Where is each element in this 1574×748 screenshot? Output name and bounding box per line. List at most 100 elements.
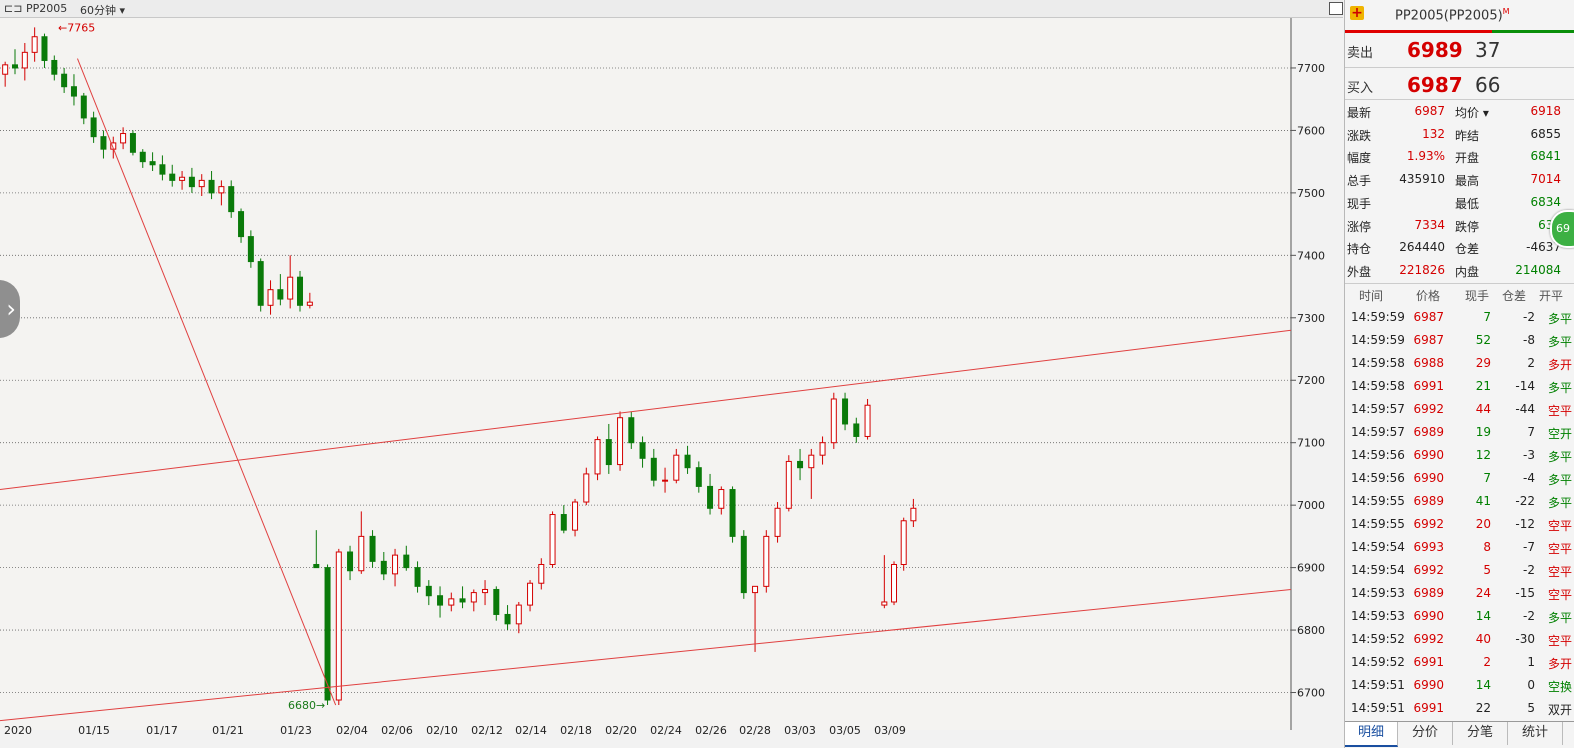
tick-type: 空换 bbox=[1547, 680, 1572, 694]
candle-body bbox=[560, 514, 567, 531]
quote-label: 涨停 bbox=[1347, 219, 1372, 234]
tick-diff: 1 bbox=[1527, 655, 1535, 669]
quote-value: 132 bbox=[1422, 126, 1445, 141]
tick-vol: 14 bbox=[1475, 609, 1491, 623]
candle-body bbox=[80, 95, 87, 119]
candle-body bbox=[538, 563, 545, 584]
candle-body bbox=[247, 236, 254, 263]
candle-body bbox=[617, 417, 624, 466]
tick-row: 14:59:51 6990 14 0 空换 bbox=[1345, 675, 1574, 698]
candle-body bbox=[277, 289, 284, 300]
tick-row: 14:59:52 6992 40 -30 空平 bbox=[1345, 629, 1574, 652]
candle-body bbox=[729, 489, 736, 537]
tick-price: 6993 bbox=[1413, 540, 1444, 554]
tab-trades[interactable]: 分笔 bbox=[1453, 722, 1508, 745]
plot-area bbox=[0, 18, 1291, 730]
tick-vol: 21 bbox=[1475, 379, 1491, 393]
quote-row: 总手 435910 最高 7014 bbox=[1345, 169, 1574, 191]
quote-label: 仓差 bbox=[1455, 242, 1480, 257]
float-bubble[interactable]: 69 bbox=[1550, 210, 1574, 248]
panel-tabs: 明细 分价 分笔 统计 bbox=[1345, 721, 1574, 747]
ask-label: 卖出 bbox=[1347, 46, 1374, 61]
candle-body bbox=[90, 117, 97, 138]
x-tick-label: 01/21 bbox=[212, 724, 244, 737]
candle-body bbox=[572, 501, 579, 531]
period-selector[interactable]: 60分钟 ▾ bbox=[80, 2, 125, 18]
tick-vol: 41 bbox=[1475, 494, 1491, 508]
x-tick-label: 03/09 bbox=[874, 724, 906, 737]
candle-body bbox=[61, 73, 68, 88]
tab-detail[interactable]: 明细 bbox=[1345, 722, 1398, 747]
tick-diff: -44 bbox=[1515, 402, 1535, 416]
x-tick-label: 02/26 bbox=[695, 724, 727, 737]
tick-diff: -8 bbox=[1523, 333, 1535, 347]
trend-line bbox=[0, 588, 1292, 722]
candle-body bbox=[179, 176, 186, 181]
candle-body bbox=[740, 535, 747, 594]
tick-diff: 2 bbox=[1527, 356, 1535, 370]
tick-time: 14:59:58 bbox=[1351, 356, 1405, 370]
x-tick-label: 02/14 bbox=[515, 724, 547, 737]
candle-body bbox=[347, 551, 354, 572]
tab-stats[interactable]: 统计 bbox=[1508, 722, 1563, 745]
candle-body bbox=[11, 64, 18, 69]
candle-body bbox=[324, 567, 331, 701]
y-tick-label: 7000 bbox=[1297, 499, 1325, 512]
tick-vol: 8 bbox=[1483, 540, 1491, 554]
tick-price: 6987 bbox=[1413, 310, 1444, 324]
tick-row: 14:59:57 6989 19 7 空开 bbox=[1345, 422, 1574, 445]
quote-label: 内盘 bbox=[1455, 264, 1480, 279]
tick-vol: 19 bbox=[1475, 425, 1491, 439]
tick-price: 6990 bbox=[1413, 471, 1444, 485]
tick-time: 14:59:56 bbox=[1351, 448, 1405, 462]
chart-switch-icon[interactable]: ⊏⊐ bbox=[4, 2, 23, 15]
tick-diff: -2 bbox=[1523, 563, 1535, 577]
quote-label: 开盘 bbox=[1455, 151, 1480, 166]
tick-row: 14:59:51 6991 22 5 双开 bbox=[1345, 698, 1574, 721]
symbol-label[interactable]: PP2005 bbox=[26, 2, 68, 15]
candle-body bbox=[864, 404, 871, 437]
tick-diff: -12 bbox=[1515, 517, 1535, 531]
tick-row: 14:59:59 6987 52 -8 多平 bbox=[1345, 330, 1574, 353]
candle-body bbox=[662, 479, 669, 482]
quote-value: 6855 bbox=[1530, 126, 1561, 141]
quote-row: 幅度 1.93% 开盘 6841 bbox=[1345, 146, 1574, 168]
candle-body bbox=[414, 567, 421, 587]
high-label: ←7765 bbox=[58, 21, 95, 34]
kline-svg[interactable]: 6700 6800 6900 7000 7100 7200 7300 7400 7500 7600… bbox=[0, 18, 1343, 730]
tick-price: 6992 bbox=[1413, 517, 1444, 531]
tick-type: 空平 bbox=[1547, 634, 1572, 648]
tick-row: 14:59:55 6989 41 -22 多平 bbox=[1345, 491, 1574, 514]
tick-row: 14:59:52 6991 2 1 多开 bbox=[1345, 652, 1574, 675]
tick-time: 14:59:57 bbox=[1351, 425, 1405, 439]
tick-diff: 0 bbox=[1527, 678, 1535, 692]
tick-vol: 44 bbox=[1475, 402, 1491, 416]
candle-body bbox=[785, 460, 792, 509]
quote-label: 持仓 bbox=[1347, 242, 1372, 257]
candle-body bbox=[808, 454, 815, 469]
candle-body bbox=[763, 535, 770, 587]
divider bbox=[1345, 283, 1574, 284]
restore-icon[interactable] bbox=[1329, 2, 1343, 15]
candle-body bbox=[100, 136, 107, 150]
tick-time: 14:59:58 bbox=[1351, 379, 1405, 393]
tick-diff: -4 bbox=[1523, 471, 1535, 485]
candle-body bbox=[403, 554, 410, 569]
quote-value: 435910 bbox=[1399, 172, 1445, 187]
x-tick-label: 02/24 bbox=[650, 724, 682, 737]
candle-body bbox=[628, 417, 635, 444]
tick-time: 14:59:52 bbox=[1351, 655, 1405, 669]
quote-value: 214084 bbox=[1515, 262, 1561, 277]
tick-vol: 29 bbox=[1475, 356, 1491, 370]
tab-price[interactable]: 分价 bbox=[1398, 722, 1453, 745]
candle-body bbox=[257, 261, 264, 306]
tick-row: 14:59:54 6993 8 -7 空平 bbox=[1345, 537, 1574, 560]
chevron-right-icon[interactable]: › bbox=[0, 280, 20, 338]
tick-price: 6992 bbox=[1413, 402, 1444, 416]
quote-value: 1.93% bbox=[1406, 149, 1445, 164]
kline-chart[interactable]: 6700 6800 6900 7000 7100 7200 7300 7400 7500 7600… bbox=[0, 18, 1343, 730]
tick-price: 6990 bbox=[1413, 448, 1444, 462]
x-tick-label: 2020 bbox=[4, 724, 32, 737]
add-icon[interactable]: + bbox=[1350, 5, 1364, 21]
candle-body bbox=[380, 560, 387, 575]
